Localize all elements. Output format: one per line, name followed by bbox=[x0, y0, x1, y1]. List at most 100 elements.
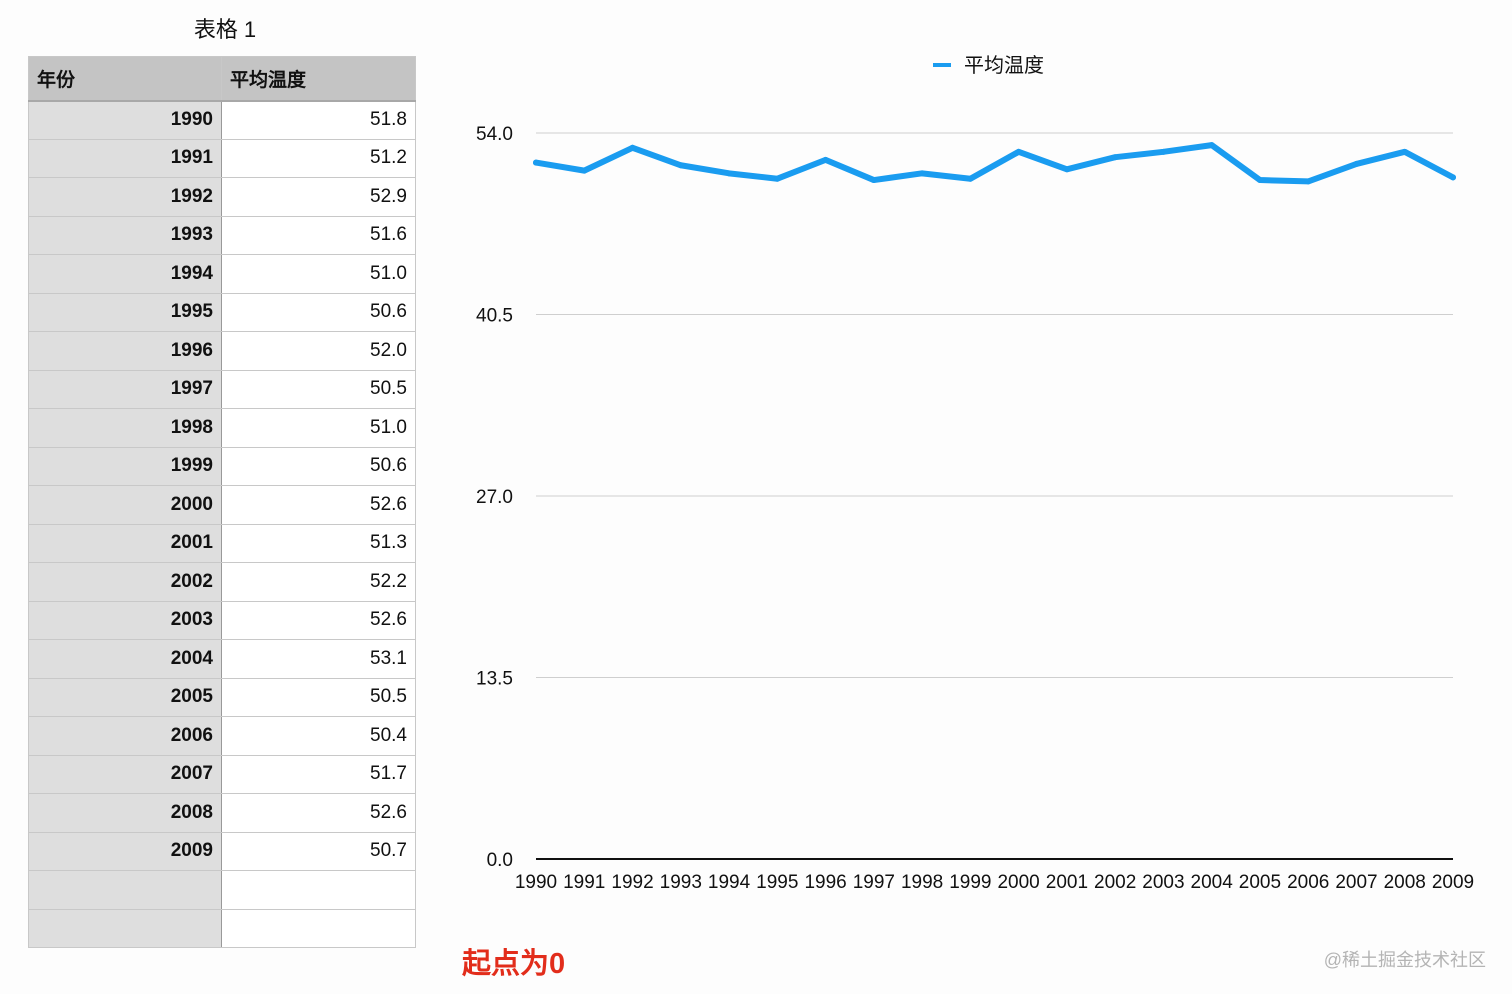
value-cell[interactable]: 50.7 bbox=[221, 831, 416, 871]
value-cell[interactable]: 51.2 bbox=[221, 138, 416, 178]
year-cell[interactable]: 2004 bbox=[28, 639, 222, 679]
year-cell[interactable] bbox=[28, 870, 222, 910]
data-point[interactable] bbox=[1401, 148, 1408, 155]
year-cell[interactable]: 2007 bbox=[28, 754, 222, 794]
value-cell[interactable]: 50.5 bbox=[221, 369, 416, 409]
value-cell[interactable]: 51.7 bbox=[221, 754, 416, 794]
column-header-year[interactable]: 年份 bbox=[28, 56, 222, 102]
data-point[interactable] bbox=[1450, 174, 1456, 181]
data-point[interactable] bbox=[533, 159, 539, 166]
table-row: 1997 50.5 bbox=[28, 369, 416, 409]
year-cell[interactable]: 2000 bbox=[28, 485, 222, 525]
table-row: 2000 52.6 bbox=[28, 485, 416, 525]
table-header-row: 年份 平均温度 bbox=[28, 56, 416, 102]
value-cell[interactable]: 50.4 bbox=[221, 716, 416, 756]
data-point[interactable] bbox=[1353, 160, 1360, 167]
x-tick-label: 1997 bbox=[853, 872, 895, 893]
data-point[interactable] bbox=[581, 167, 588, 174]
data-point[interactable] bbox=[919, 170, 926, 177]
x-tick-label: 1994 bbox=[708, 872, 751, 893]
x-tick-label: 1999 bbox=[949, 872, 991, 893]
table-row: 1991 51.2 bbox=[28, 138, 416, 178]
value-cell[interactable]: 52.9 bbox=[221, 177, 416, 217]
value-cell[interactable]: 51.3 bbox=[221, 523, 416, 563]
year-cell[interactable]: 2006 bbox=[28, 716, 222, 756]
x-tick-label: 1993 bbox=[660, 872, 702, 893]
data-point[interactable] bbox=[1305, 178, 1312, 185]
series-line[interactable] bbox=[533, 142, 1456, 185]
data-point[interactable] bbox=[870, 177, 877, 184]
data-point[interactable] bbox=[1015, 148, 1022, 155]
year-cell[interactable]: 1995 bbox=[28, 292, 222, 332]
value-cell[interactable]: 52.6 bbox=[221, 793, 416, 833]
value-cell[interactable]: 51.0 bbox=[221, 254, 416, 294]
table-row: 2009 50.7 bbox=[28, 831, 416, 871]
value-cell[interactable]: 52.6 bbox=[221, 485, 416, 525]
table-row: 1992 52.9 bbox=[28, 177, 416, 217]
data-point[interactable] bbox=[1112, 154, 1119, 161]
x-tick-label: 1995 bbox=[756, 872, 798, 893]
year-cell[interactable]: 1990 bbox=[28, 100, 222, 140]
year-cell[interactable]: 2005 bbox=[28, 677, 222, 717]
table-row: 1995 50.6 bbox=[28, 292, 416, 332]
year-cell[interactable]: 2003 bbox=[28, 600, 222, 640]
data-point[interactable] bbox=[1256, 177, 1263, 184]
year-cell[interactable]: 1997 bbox=[28, 369, 222, 409]
value-cell[interactable]: 51.6 bbox=[221, 215, 416, 255]
x-tick-label: 2002 bbox=[1094, 872, 1136, 893]
table-row: 1990 51.8 bbox=[28, 100, 416, 140]
x-tick-label: 2003 bbox=[1142, 872, 1184, 893]
year-cell[interactable]: 1994 bbox=[28, 254, 222, 294]
table-title: 表格 1 bbox=[193, 17, 257, 42]
column-header-avg-temp[interactable]: 平均温度 bbox=[221, 56, 416, 102]
value-cell[interactable]: 53.1 bbox=[221, 639, 416, 679]
data-point[interactable] bbox=[1208, 142, 1215, 149]
y-tick-label: 0.0 bbox=[487, 850, 513, 871]
value-cell[interactable]: 50.5 bbox=[221, 677, 416, 717]
y-tick-label: 27.0 bbox=[476, 487, 513, 508]
year-cell[interactable]: 2002 bbox=[28, 562, 222, 602]
table-row: 2002 52.2 bbox=[28, 562, 416, 602]
x-tick-label: 1990 bbox=[515, 872, 557, 893]
data-point[interactable] bbox=[774, 175, 781, 182]
data-point[interactable] bbox=[629, 144, 636, 151]
data-point[interactable] bbox=[1160, 148, 1167, 155]
value-cell[interactable]: 50.6 bbox=[221, 446, 416, 486]
value-cell[interactable]: 51.0 bbox=[221, 408, 416, 448]
value-cell[interactable] bbox=[221, 870, 416, 910]
year-cell[interactable]: 1991 bbox=[28, 138, 222, 178]
x-tick-label: 1996 bbox=[804, 872, 846, 893]
x-tick-label: 2008 bbox=[1384, 872, 1426, 893]
series-layer bbox=[533, 142, 1456, 185]
data-point[interactable] bbox=[822, 156, 829, 163]
line-chart: 0.0 13.5 27.0 40.5 54.0 1990 1991 1992 1993 1994… bbox=[476, 54, 1474, 893]
table-row: 2008 52.6 bbox=[28, 793, 416, 833]
value-cell[interactable]: 52.6 bbox=[221, 600, 416, 640]
year-cell[interactable]: 1996 bbox=[28, 331, 222, 371]
year-cell[interactable]: 1993 bbox=[28, 215, 222, 255]
value-cell[interactable]: 50.6 bbox=[221, 292, 416, 332]
table-row: 1993 51.6 bbox=[28, 215, 416, 255]
year-cell[interactable]: 2009 bbox=[28, 831, 222, 871]
year-cell[interactable]: 2001 bbox=[28, 523, 222, 563]
table-row: 1999 50.6 bbox=[28, 446, 416, 486]
data-point[interactable] bbox=[677, 162, 684, 169]
x-tick-label: 2006 bbox=[1287, 872, 1329, 893]
table-body: 1990 51.8 1991 51.2 1992 52.9 1993 51.6 1994 51.0… bbox=[28, 100, 416, 948]
year-cell[interactable]: 1999 bbox=[28, 446, 222, 486]
grid-lines bbox=[536, 132, 1453, 860]
value-cell[interactable]: 52.0 bbox=[221, 331, 416, 371]
data-point[interactable] bbox=[1063, 166, 1070, 173]
value-cell[interactable]: 52.2 bbox=[221, 562, 416, 602]
value-cell[interactable]: 51.8 bbox=[221, 100, 416, 140]
data-point[interactable] bbox=[967, 175, 974, 182]
year-cell[interactable]: 2008 bbox=[28, 793, 222, 833]
table-row: 2007 51.7 bbox=[28, 754, 416, 794]
legend-label: 平均温度 bbox=[964, 54, 1044, 77]
value-cell[interactable] bbox=[221, 908, 416, 948]
year-cell[interactable]: 1992 bbox=[28, 177, 222, 217]
year-cell[interactable]: 1998 bbox=[28, 408, 222, 448]
data-point[interactable] bbox=[726, 170, 733, 177]
year-cell[interactable] bbox=[28, 908, 222, 948]
table-row: 2006 50.4 bbox=[28, 716, 416, 756]
